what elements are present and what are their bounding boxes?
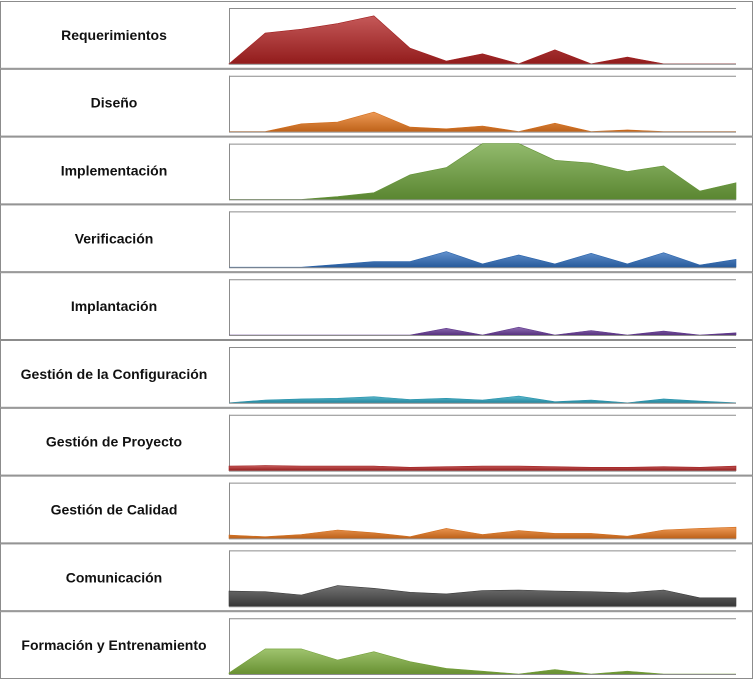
- row-frame: [0, 272, 753, 341]
- row-label: Verificación: [75, 230, 154, 246]
- row-label: Implementación: [61, 163, 168, 179]
- series-area: [228, 15, 736, 65]
- chart-row: Gestión de la Configuración: [0, 340, 753, 408]
- row-frame: [0, 340, 753, 408]
- chart-row: Formación y Entrenamiento: [0, 611, 753, 680]
- row-label: Formación y Entrenamiento: [21, 637, 206, 653]
- row-label: Gestión de la Configuración: [21, 366, 208, 382]
- chart-row: Comunicación: [0, 543, 753, 612]
- row-label: Requerimientos: [61, 27, 167, 43]
- series-area: [228, 395, 737, 404]
- chart-row: Gestión de Calidad: [0, 475, 753, 544]
- row-label: Gestión de Proyecto: [46, 434, 182, 450]
- chart-row: Implantación: [0, 272, 753, 341]
- row-label: Implantación: [71, 298, 157, 314]
- chart-row: Gestión de Proyecto: [0, 407, 753, 476]
- row-label: Diseño: [91, 95, 138, 111]
- series-area: [229, 143, 737, 200]
- chart-row: Diseño: [0, 68, 753, 137]
- row-label: Comunicación: [66, 569, 162, 585]
- series-area: [228, 526, 737, 539]
- series-area: [228, 465, 737, 471]
- series-area: [229, 251, 737, 268]
- row-label: Gestión de Calidad: [51, 502, 178, 518]
- series-area: [228, 585, 737, 607]
- row-frame: [0, 407, 753, 476]
- chart-row: Implementación: [0, 136, 753, 205]
- row-frame: [0, 204, 753, 273]
- chart-row: Verificación: [0, 204, 753, 273]
- row-frame: [0, 475, 753, 544]
- chart-row: Requerimientos: [0, 1, 753, 69]
